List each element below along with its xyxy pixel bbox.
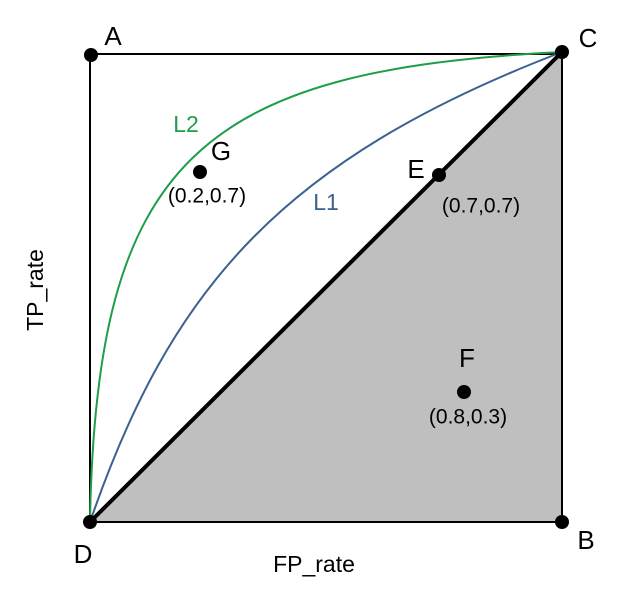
corner-label: B — [577, 525, 594, 555]
point-dot — [193, 165, 207, 179]
corner-dot — [555, 45, 569, 59]
point-label: F — [459, 343, 475, 373]
corner-label: D — [74, 539, 93, 569]
point-coords: (0.2,0.7) — [168, 185, 246, 208]
point-coords: (0.8,0.3) — [429, 406, 507, 429]
diagonal — [88, 50, 564, 524]
curve-label: L2 — [173, 111, 199, 137]
square — [89, 53, 563, 523]
corner-label: A — [104, 21, 122, 51]
corner-dot — [83, 515, 97, 529]
point-coords: (0.7,0.7) — [442, 195, 520, 218]
curve-label: L1 — [313, 189, 339, 215]
curve-l2 — [89, 51, 563, 523]
corner-dot — [84, 48, 98, 62]
point-dot — [457, 385, 471, 399]
point-dot — [432, 168, 446, 182]
x-axis-label: FP_rate — [273, 551, 355, 577]
point-label: E — [407, 154, 424, 184]
y-axis-label: TP_rate — [22, 249, 48, 331]
corner-dot — [555, 515, 569, 529]
point-label: G — [211, 136, 231, 166]
corner-label: C — [579, 23, 598, 53]
curve-l1 — [89, 51, 563, 523]
